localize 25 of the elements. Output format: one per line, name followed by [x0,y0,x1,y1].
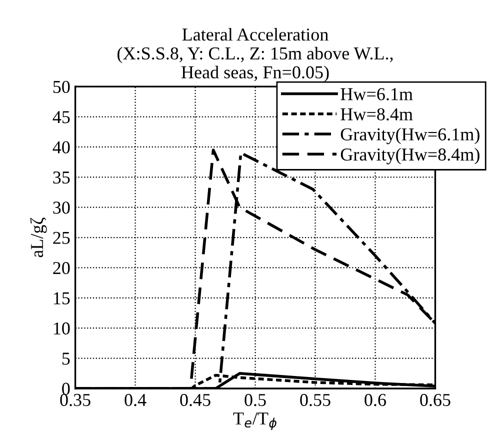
y-tick-label: 5 [62,352,70,365]
y-tick-label: 50 [53,80,70,94]
y-tick-label: 0 [62,382,70,395]
y-axis-title: aL/gζ [30,218,47,258]
legend-label: Gravity(Hw=6.1m) [340,128,480,144]
legend-label: Gravity(Hw=8.4m) [340,148,480,164]
y-tick-label: 20 [53,262,70,274]
y-tick-label: 35 [53,171,70,184]
y-tick-label: 15 [54,292,70,304]
x-tick-label: 0.55 [300,394,330,406]
x-tick-label: 0.45 [180,394,210,406]
x-tick-label: 0.65 [420,394,450,406]
legend-label: Hw=8.4m [340,108,413,120]
y-tick-label: 30 [53,202,70,214]
y-tick-label: 25 [53,232,70,244]
legend-label: Hw=6.1m [340,88,413,100]
x-tick-label: 0.5 [244,394,266,406]
chart-title: Lateral Acceleration (X:S.S.8, Y: C.L., Z: 15m above W.L., Head seas, Fn=0.05) [118,28,393,82]
x-tick-label: 0.35 [60,394,90,406]
y-tick-label: 45 [52,111,70,124]
x-tick-label: 0.4 [124,394,146,406]
x-tick-label: 0.6 [364,394,386,406]
y-tick-label: 10 [54,322,70,335]
x-axis-title: T$_{e}$/T$_{ϕ}$ [233,412,276,430]
y-tick-label: 40 [52,141,70,154]
